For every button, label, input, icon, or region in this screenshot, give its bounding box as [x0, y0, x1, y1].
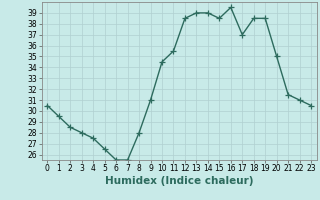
X-axis label: Humidex (Indice chaleur): Humidex (Indice chaleur): [105, 176, 253, 186]
